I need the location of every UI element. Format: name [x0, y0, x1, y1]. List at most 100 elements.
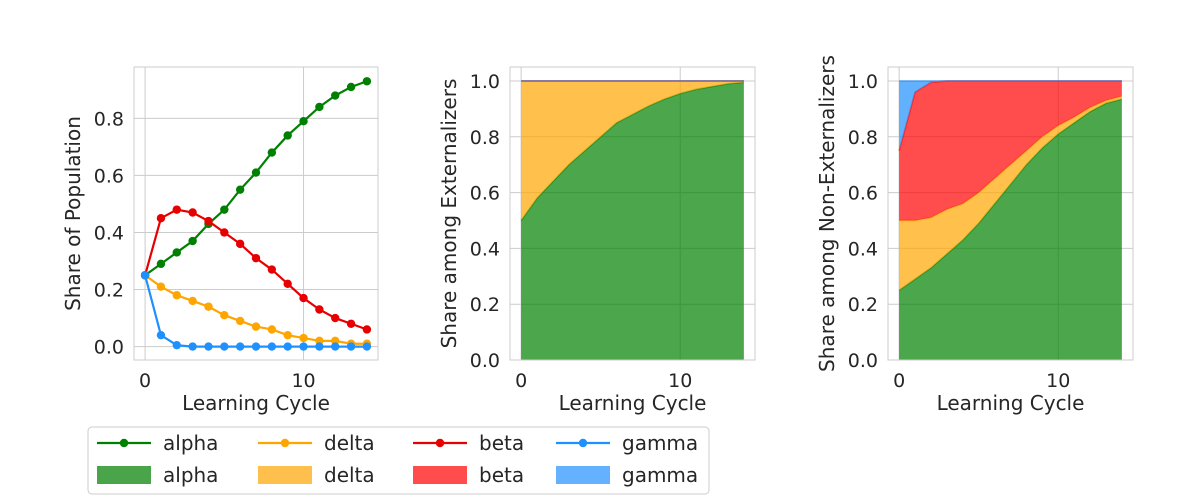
point-gamma [172, 340, 181, 350]
legend-label-gamma: gamma [622, 463, 698, 487]
point-beta [283, 279, 292, 289]
point-gamma [315, 342, 324, 351]
legend-marker-gamma [578, 438, 588, 448]
area-gamma [899, 80, 1122, 151]
point-gamma [283, 342, 292, 351]
legend-label-gamma: gamma [622, 431, 698, 455]
legend-box [87, 426, 710, 495]
legend-swatch-patch-beta [413, 466, 467, 484]
axes-frame [887, 66, 1134, 361]
legend-marker-beta [435, 438, 445, 448]
y-axis-label: Share among Externalizers [437, 79, 461, 349]
x-tick-label: 10 [291, 370, 315, 392]
point-beta [267, 265, 277, 274]
area-delta [899, 96, 1122, 291]
point-delta [220, 311, 229, 320]
point-alpha [251, 168, 261, 177]
y-tick-label: 0.0 [94, 337, 124, 359]
point-beta [220, 228, 229, 237]
y-tick-label: 0.8 [470, 127, 500, 149]
y-tick-label: 0.2 [470, 294, 500, 316]
point-beta [362, 325, 372, 334]
axes-frame [133, 66, 379, 361]
point-delta [267, 325, 277, 334]
legend-swatch-patch-alpha [97, 466, 151, 484]
legend-label-beta: beta [479, 431, 524, 455]
point-beta [251, 253, 261, 263]
x-axis-label: Learning Cycle [182, 391, 330, 415]
point-alpha [235, 185, 245, 194]
y-tick-label: 1.0 [848, 71, 878, 93]
legend-label-delta: delta [324, 463, 375, 487]
point-delta [299, 333, 308, 343]
point-delta [204, 302, 213, 311]
legend-swatch-patch-gamma [556, 466, 610, 484]
y-tick-label: 0.0 [470, 350, 500, 372]
area-alpha [899, 99, 1122, 360]
point-beta [172, 205, 181, 214]
point-gamma [156, 330, 166, 340]
x-tick-label: 0 [893, 370, 905, 392]
y-tick-label: 0.4 [848, 238, 878, 260]
y-tick-label: 0.6 [94, 165, 124, 187]
point-beta [299, 293, 308, 303]
y-tick-label: 0.0 [848, 350, 878, 372]
x-tick-label: 0 [515, 370, 527, 392]
legend-label-alpha: alpha [163, 463, 218, 487]
legend-label-delta: delta [324, 431, 375, 455]
y-tick-label: 0.4 [470, 238, 500, 260]
point-beta [188, 208, 197, 217]
y-tick-label: 0.8 [94, 108, 124, 130]
x-tick-label: 10 [668, 370, 692, 392]
point-alpha [156, 259, 166, 269]
point-beta [235, 239, 245, 249]
legend-label-beta: beta [479, 463, 524, 487]
point-beta [331, 313, 340, 323]
point-alpha [267, 148, 277, 157]
point-beta [156, 214, 166, 223]
point-gamma [346, 342, 356, 351]
point-gamma [267, 342, 277, 351]
x-tick-label: 0 [139, 370, 151, 392]
point-alpha [362, 77, 372, 86]
point-alpha [299, 117, 308, 126]
point-gamma [299, 342, 308, 351]
y-tick-label: 0.8 [848, 127, 878, 149]
point-delta [172, 291, 181, 300]
point-alpha [331, 91, 340, 100]
point-alpha [220, 205, 229, 214]
point-delta [188, 296, 197, 306]
point-delta [283, 330, 292, 340]
point-beta [315, 305, 324, 314]
legend: alpha delta beta gamma alpha delta beta gamma [87, 426, 710, 495]
area-alpha [521, 82, 744, 360]
point-beta [346, 319, 356, 328]
point-alpha [315, 102, 324, 112]
legend-swatch-patch-delta [258, 466, 312, 484]
point-gamma [220, 342, 229, 351]
area-delta [521, 80, 744, 221]
axes-frame [509, 66, 756, 361]
x-axis-label: Learning Cycle [937, 391, 1085, 415]
point-beta [204, 216, 213, 226]
point-gamma [362, 342, 372, 351]
point-alpha [283, 131, 292, 140]
y-tick-label: 0.2 [848, 294, 878, 316]
y-tick-label: 0.6 [848, 183, 878, 205]
point-gamma [251, 342, 261, 351]
y-tick-label: 0.2 [94, 280, 124, 302]
point-gamma [188, 342, 197, 351]
area-beta [899, 80, 1122, 221]
x-tick-label: 10 [1046, 370, 1070, 392]
y-tick-label: 0.6 [470, 183, 500, 205]
point-alpha [188, 236, 197, 246]
legend-label-alpha: alpha [163, 431, 218, 455]
y-tick-label: 0.4 [94, 222, 124, 244]
point-gamma [204, 342, 213, 351]
legend-marker-delta [280, 438, 290, 448]
